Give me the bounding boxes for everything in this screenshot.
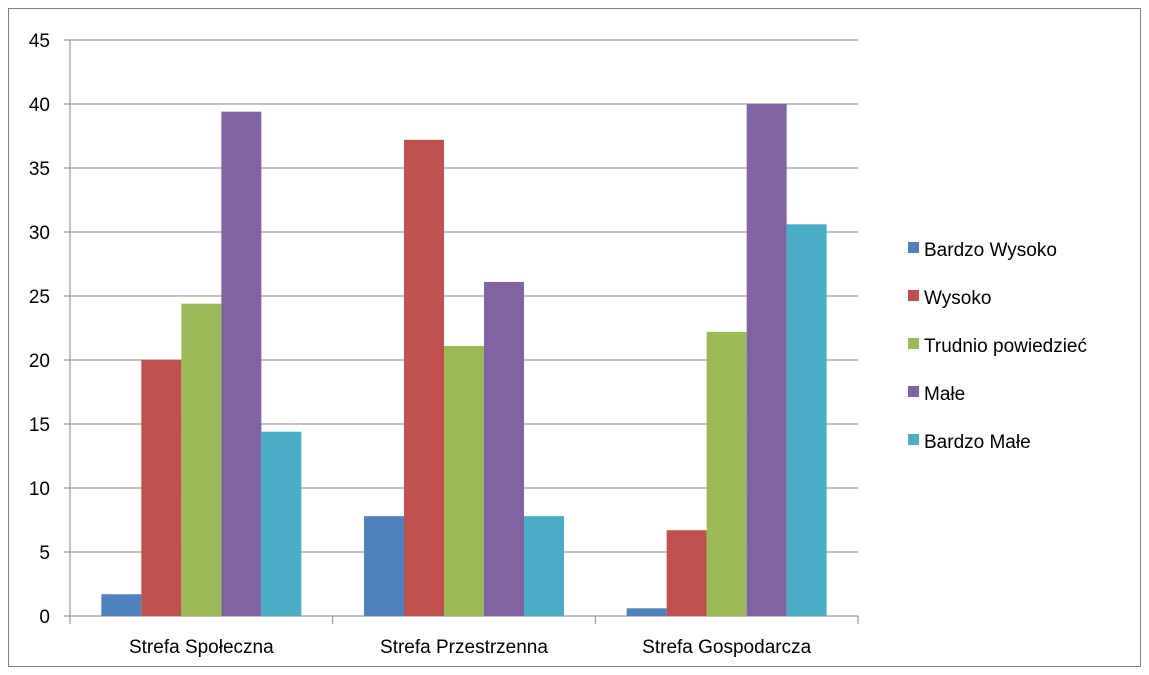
legend-swatch <box>908 242 919 253</box>
category-label: Strefa Społeczna <box>129 637 274 658</box>
legend-swatch <box>908 338 919 349</box>
bar <box>101 594 142 616</box>
legend-label: Bardzo Małe <box>924 432 1031 453</box>
y-tick-label: 30 <box>29 223 50 244</box>
y-tick-label: 5 <box>39 543 50 564</box>
bar <box>786 224 827 616</box>
bar <box>626 608 667 616</box>
y-tick-label: 0 <box>39 607 50 628</box>
legend-swatch <box>908 434 919 445</box>
bar <box>181 303 222 616</box>
bar <box>484 281 524 616</box>
category-label: Strefa Gospodarcza <box>642 637 811 658</box>
bar <box>706 331 747 616</box>
bar <box>524 516 564 616</box>
category-label: Strefa Przestrzenna <box>380 637 548 658</box>
legend-swatch <box>908 386 919 397</box>
y-tick-label: 20 <box>29 351 50 372</box>
bar <box>444 345 484 616</box>
y-tick-label: 10 <box>29 479 50 500</box>
legend-swatch <box>908 290 919 301</box>
legend-label: Trudnio powiedzieć <box>924 336 1087 357</box>
y-tick-label: 35 <box>29 159 50 180</box>
y-tick-label: 25 <box>29 287 50 308</box>
bar <box>666 530 707 616</box>
bar <box>141 360 182 616</box>
y-tick-label: 40 <box>29 95 50 116</box>
bar <box>404 139 444 616</box>
y-tick-label: 45 <box>29 31 50 52</box>
legend-label: Małe <box>924 384 965 405</box>
legend-label: Wysoko <box>924 288 991 309</box>
bar <box>364 516 404 616</box>
legend-label: Bardzo Wysoko <box>924 240 1057 261</box>
bar <box>261 431 302 616</box>
y-tick-label: 15 <box>29 415 50 436</box>
bar <box>746 104 787 616</box>
bar <box>221 111 262 617</box>
